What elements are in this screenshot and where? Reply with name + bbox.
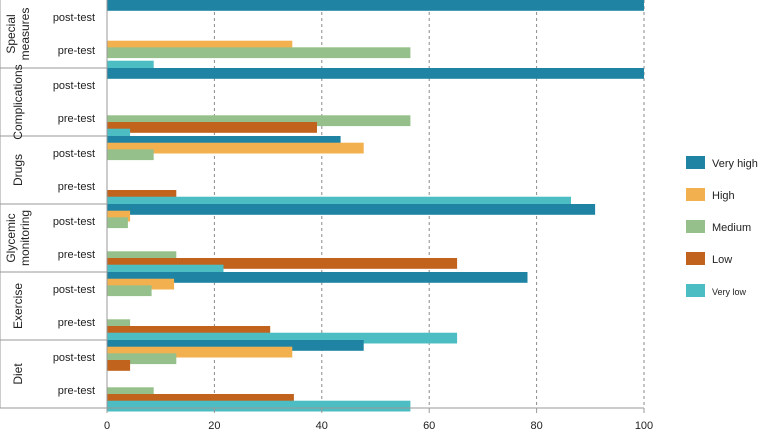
bar-diet-pre-test-low xyxy=(107,394,294,405)
legend-item-very-high[interactable]: Very high xyxy=(686,156,758,170)
bar-exercise-pre-test-very-low xyxy=(107,332,458,344)
group-label-glycemic-monitoring: Glycemicmonitoring xyxy=(4,210,32,266)
x-tick-label-40: 40 xyxy=(316,420,328,432)
bar-exercise-post-test-very-high xyxy=(107,272,528,283)
axes xyxy=(0,0,645,413)
bar-drugs-post-test-high xyxy=(107,142,364,154)
test-label-post-test: post-test xyxy=(53,12,95,24)
test-label-pre-test: pre-test xyxy=(58,113,95,125)
legend-swatch xyxy=(686,252,705,265)
test-label-post-test: post-test xyxy=(53,80,95,92)
x-tick-label-100: 100 xyxy=(635,420,653,432)
x-tick-labels: 0 20 40 60 80 100 xyxy=(104,420,653,432)
legend-swatch xyxy=(686,156,705,169)
bar-glycemic-monitoring-pre-test-very-low xyxy=(107,264,224,276)
legend-label: Medium xyxy=(712,222,751,234)
bar-diet-post-test-medium xyxy=(107,353,177,365)
test-label-post-test: post-test xyxy=(53,216,95,228)
legend-label: High xyxy=(712,190,735,202)
legend-swatch xyxy=(686,220,705,233)
legend-item-very-low[interactable]: Very low xyxy=(686,284,747,297)
legend-item-low[interactable]: Low xyxy=(686,252,732,266)
bar-glycemic-monitoring-post-test-high xyxy=(107,210,131,222)
legend-label: Very low xyxy=(712,287,747,297)
group-label-special-measures: Specialmeasures xyxy=(4,8,32,61)
bar-drugs-pre-test-very-low xyxy=(107,196,571,208)
bar-special-measures-pre-test-medium xyxy=(107,47,411,59)
legend-item-medium[interactable]: Medium xyxy=(686,220,751,234)
bar-drugs-pre-test-low xyxy=(107,190,177,201)
bar-diet-post-test-very-high xyxy=(107,340,364,351)
x-tick-label-0: 0 xyxy=(104,420,110,432)
legend-label: Very high xyxy=(712,158,758,170)
group-label-complications: Complications xyxy=(11,64,25,139)
x-tick-label-60: 60 xyxy=(423,420,435,432)
bar-complications-pre-test-low xyxy=(107,122,317,133)
legend-item-high[interactable]: High xyxy=(686,188,735,202)
category-labels: Specialmeasures post-test pre-test Complica… xyxy=(4,8,95,397)
bar-special-measures-pre-test-high xyxy=(107,40,293,52)
bar-exercise-pre-test-medium xyxy=(107,319,131,331)
legend[interactable]: Very high High Medium Low Very low xyxy=(686,156,758,297)
bar-diet-post-test-low xyxy=(107,360,131,371)
test-label-post-test: post-test xyxy=(53,352,95,364)
test-label-pre-test: pre-test xyxy=(58,317,95,329)
bars xyxy=(107,0,644,412)
test-label-pre-test: pre-test xyxy=(58,45,95,57)
x-tick-label-80: 80 xyxy=(530,420,542,432)
legend-swatch xyxy=(686,188,705,201)
legend-swatch xyxy=(686,284,705,297)
bar-glycemic-monitoring-post-test-very-high xyxy=(107,204,596,215)
bar-drugs-post-test-very-high xyxy=(107,136,341,147)
bar-glycemic-monitoring-post-test-medium xyxy=(107,217,128,229)
test-label-post-test: post-test xyxy=(53,148,95,160)
x-tick-label-20: 20 xyxy=(208,420,220,432)
bar-special-measures-pre-test-very-low xyxy=(107,60,154,72)
bar-complications-pre-test-very-low xyxy=(107,128,131,140)
bar-drugs-post-test-medium xyxy=(107,149,154,161)
bar-complications-post-test-very-high xyxy=(107,68,644,79)
test-label-pre-test: pre-test xyxy=(58,385,95,397)
bar-exercise-post-test-medium xyxy=(107,285,152,297)
bar-exercise-post-test-high xyxy=(107,278,175,290)
group-label-diet: Diet xyxy=(11,363,25,385)
test-label-pre-test: pre-test xyxy=(58,249,95,261)
bar-glycemic-monitoring-pre-test-low xyxy=(107,258,458,269)
bar-glycemic-monitoring-pre-test-medium xyxy=(107,251,177,263)
bar-special-measures-post-test-very-high xyxy=(107,0,644,11)
bar-complications-pre-test-medium xyxy=(107,115,411,127)
test-label-pre-test: pre-test xyxy=(58,181,95,193)
bar-diet-post-test-high xyxy=(107,346,293,358)
group-label-drugs: Drugs xyxy=(11,154,25,186)
test-label-post-test: post-test xyxy=(53,284,95,296)
bar-diet-pre-test-very-low xyxy=(107,400,411,412)
bar-diet-pre-test-medium xyxy=(107,387,154,399)
legend-label: Low xyxy=(712,254,732,266)
bar-exercise-pre-test-low xyxy=(107,326,271,337)
group-label-exercise: Exercise xyxy=(11,283,25,329)
